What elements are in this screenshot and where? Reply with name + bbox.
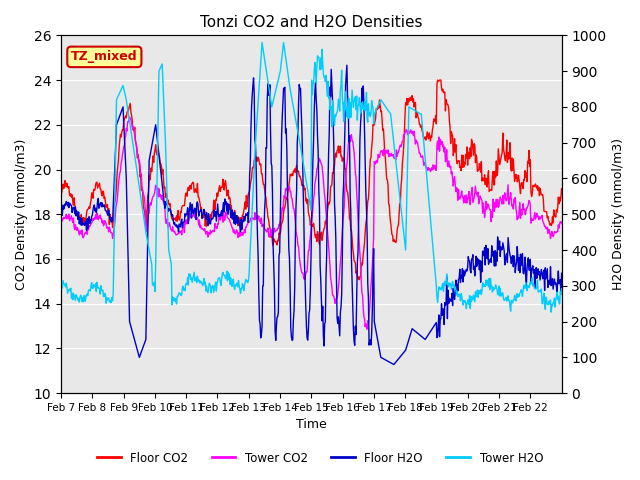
Tower H2O [547, 309, 555, 315]
Floor H2O [390, 361, 397, 367]
Floor CO2 [557, 186, 565, 192]
Floor CO2 [116, 138, 124, 144]
Tower CO2 [125, 114, 133, 120]
Tower CO2 [364, 326, 371, 332]
X-axis label: Time: Time [296, 419, 326, 432]
Y-axis label: CO2 Density (mmol/m3): CO2 Density (mmol/m3) [15, 139, 28, 290]
Line: Tower H2O: Tower H2O [61, 43, 561, 312]
Floor CO2 [364, 208, 371, 214]
Line: Floor CO2: Floor CO2 [61, 80, 561, 280]
Floor H2O [208, 216, 216, 221]
Line: Tower CO2: Tower CO2 [61, 117, 561, 329]
Y-axis label: H2O Density (mmol/m3): H2O Density (mmol/m3) [612, 138, 625, 290]
Floor H2O [343, 62, 351, 68]
Tower H2O [258, 40, 266, 46]
Floor CO2 [252, 154, 259, 160]
Tower CO2 [209, 229, 216, 235]
Floor H2O [392, 359, 399, 365]
Tower H2O [557, 286, 565, 292]
Tower H2O [116, 90, 124, 96]
Legend: Floor CO2, Tower CO2, Floor H2O, Tower H2O: Floor CO2, Tower CO2, Floor H2O, Tower H… [92, 447, 548, 469]
Floor H2O [364, 230, 371, 236]
Tower CO2 [116, 170, 124, 176]
Tower H2O [233, 281, 241, 287]
Floor CO2 [434, 77, 442, 83]
Tower H2O [391, 153, 399, 158]
Tower H2O [252, 140, 259, 145]
Floor H2O [557, 270, 565, 276]
Tower CO2 [364, 318, 372, 324]
Floor CO2 [233, 216, 241, 222]
Tower CO2 [392, 157, 399, 163]
Tower H2O [208, 285, 216, 290]
Floor CO2 [208, 210, 216, 216]
Floor CO2 [391, 239, 399, 245]
Line: Floor H2O: Floor H2O [61, 65, 561, 364]
Floor H2O [116, 113, 124, 119]
Tower H2O [57, 284, 65, 289]
Tower CO2 [234, 228, 241, 234]
Tower H2O [364, 116, 371, 121]
Text: TZ_mixed: TZ_mixed [71, 50, 138, 63]
Tower CO2 [252, 216, 260, 221]
Floor H2O [57, 211, 65, 216]
Tower CO2 [57, 219, 65, 225]
Floor CO2 [57, 190, 65, 196]
Title: Tonzi CO2 and H2O Densities: Tonzi CO2 and H2O Densities [200, 15, 422, 30]
Floor H2O [233, 213, 241, 219]
Tower CO2 [557, 221, 565, 227]
Floor CO2 [355, 277, 363, 283]
Floor H2O [252, 142, 259, 148]
